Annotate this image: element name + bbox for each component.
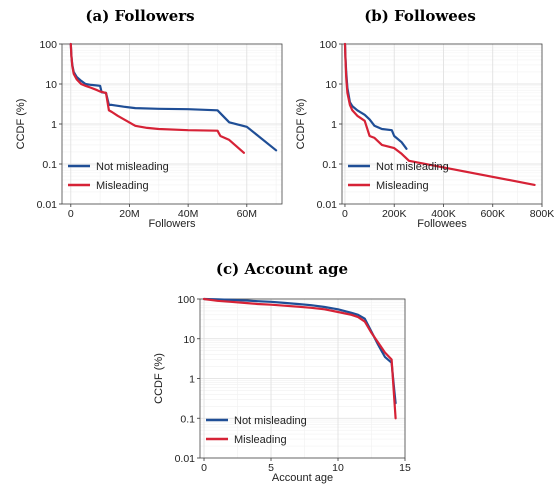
x-axis-label: Followees — [417, 218, 467, 230]
legend-label: Misleading — [376, 180, 429, 192]
x-tick-label: 800K — [530, 208, 554, 220]
y-tick-label: 0.1 — [322, 159, 337, 171]
axes-frame — [61, 43, 283, 205]
x-tick-label: 200K — [382, 208, 407, 220]
axes-frame — [341, 43, 543, 205]
x-tick-label: 60M — [237, 208, 257, 220]
x-axis-label: Followers — [148, 218, 196, 230]
legend-label: Not misleading — [96, 161, 169, 173]
chart-a-title: (a) Followers — [85, 7, 194, 25]
y-tick-label: 10 — [45, 79, 57, 91]
axes-frame — [199, 298, 406, 459]
series-line-misleading — [343, 42, 536, 186]
chart-panel-account-age: 0.01 0.1 1 10 100 0 5 10 15 Account age CCDF (%) No… — [153, 294, 411, 484]
y-tick-label: 100 — [319, 39, 337, 51]
y-tick-label: 0.1 — [42, 159, 57, 171]
chart-panel-followees: 0.01 0.1 1 10 100 0 200K 400K 600K 800K Followees C… — [295, 39, 554, 230]
legend-label: Not misleading — [234, 415, 307, 427]
x-axis-label: Account age — [272, 472, 333, 484]
y-tick-label: 0.01 — [175, 453, 196, 465]
y-tick-label: 0.01 — [317, 199, 338, 211]
legend-label: Not misleading — [376, 161, 449, 173]
x-tick-label: 400K — [431, 208, 456, 220]
y-tick-label: 0.01 — [37, 199, 58, 211]
x-tick-label: 0 — [68, 208, 74, 220]
y-tick-label: 1 — [331, 119, 337, 131]
chart-c-title: (c) Account age — [216, 260, 348, 278]
y-tick-label: 0.1 — [180, 413, 195, 425]
x-tick-label: 20M — [119, 208, 139, 220]
y-axis-label: CCDF (%) — [295, 99, 307, 150]
chart-panel-followers: 0.01 0.1 1 10 100 0 20M 40M 60M Followers CCDF (%)… — [15, 39, 283, 230]
y-tick-label: 1 — [189, 374, 195, 386]
series-line-not-misleading — [202, 297, 397, 405]
series-line-misleading — [202, 297, 397, 420]
x-tick-label: 5 — [268, 462, 274, 474]
y-axis-label: CCDF (%) — [15, 99, 27, 150]
y-tick-label: 100 — [39, 39, 57, 51]
x-tick-label: 0 — [342, 208, 348, 220]
series-line-misleading — [69, 42, 245, 154]
x-tick-label: 10 — [332, 462, 344, 474]
legend-label: Misleading — [96, 180, 149, 192]
y-tick-label: 100 — [177, 294, 195, 306]
y-tick-label: 10 — [183, 334, 195, 346]
x-tick-label: 0 — [201, 462, 207, 474]
y-axis-label: CCDF (%) — [153, 353, 165, 404]
y-tick-label: 1 — [51, 119, 57, 131]
x-tick-label: 15 — [399, 462, 411, 474]
x-tick-label: 600K — [480, 208, 505, 220]
y-tick-label: 10 — [325, 79, 337, 91]
legend-label: Misleading — [234, 434, 287, 446]
x-tick-label: 40M — [178, 208, 198, 220]
chart-b-title: (b) Followees — [364, 7, 476, 25]
